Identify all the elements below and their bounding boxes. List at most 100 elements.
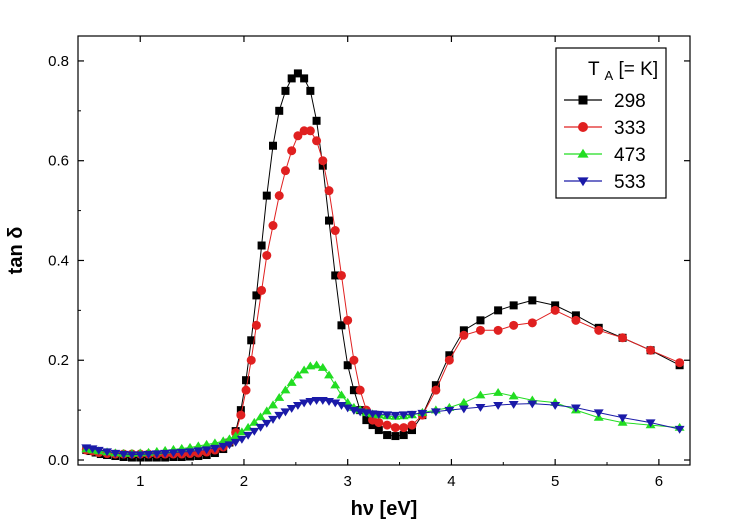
data-point-533	[280, 408, 291, 417]
data-point-533	[255, 423, 266, 432]
legend-label: 473	[614, 145, 646, 166]
y-tick-label: 0.0	[48, 452, 69, 469]
data-point-473	[292, 370, 303, 379]
data-point-533	[508, 400, 519, 409]
data-point-533	[430, 408, 441, 417]
data-point-298	[236, 406, 245, 415]
legend-title-sub: A	[605, 68, 614, 83]
legend-item-298: 298	[564, 91, 646, 112]
data-point-333	[324, 186, 334, 196]
plot-frame	[77, 35, 691, 466]
data-point-533	[209, 444, 220, 453]
data-point-333	[305, 126, 315, 136]
tick-layer: 1 2 3 4 5 6 0.0 0.2 0.4 0.6 0.8	[48, 36, 690, 490]
data-point-298	[293, 69, 302, 78]
data-point-333	[251, 320, 261, 330]
legend-item-473: 473	[564, 145, 646, 166]
data-point-333	[355, 385, 365, 395]
data-point-473	[317, 363, 328, 371]
data-point-298	[551, 301, 560, 310]
data-point-298	[252, 291, 261, 300]
data-point-333	[246, 355, 256, 365]
data-point-473	[209, 438, 220, 447]
data-point-533	[230, 438, 241, 447]
data-point-298	[287, 74, 296, 83]
data-point-473	[336, 390, 347, 399]
data-point-533	[274, 411, 285, 420]
data-point-533	[93, 446, 104, 455]
legend-marker	[577, 177, 589, 187]
data-point-533	[185, 448, 195, 457]
data-point-533	[249, 427, 260, 436]
data-point-298	[445, 351, 454, 360]
x-tick-label: 2	[240, 473, 248, 490]
data-point-533	[268, 415, 278, 424]
legend-marker	[578, 122, 588, 132]
data-point-333	[293, 131, 303, 141]
data-point-333	[527, 318, 537, 328]
data-point-298	[391, 432, 400, 441]
data-point-298	[476, 316, 485, 325]
data-point-333	[509, 320, 519, 330]
data-point-533	[342, 404, 353, 413]
x-tick-label: 3	[344, 473, 352, 490]
legend-title-rest: [= K]	[619, 59, 659, 80]
data-point-298	[331, 271, 340, 280]
data-point-333	[550, 305, 560, 315]
data-point-333	[280, 166, 290, 176]
legend-label: 298	[614, 91, 646, 112]
data-point-298	[431, 381, 440, 390]
data-point-333	[287, 146, 297, 156]
data-point-298	[300, 74, 309, 83]
data-point-333	[312, 136, 322, 146]
data-point-533	[261, 419, 272, 428]
data-point-533	[458, 405, 469, 414]
data-point-333	[444, 355, 454, 365]
data-point-533	[102, 448, 113, 457]
data-point-473	[330, 380, 341, 389]
data-point-473	[193, 441, 204, 450]
data-point-298	[571, 311, 580, 320]
data-point-333	[274, 191, 284, 201]
data-point-533	[292, 401, 303, 410]
legend-item-333: 333	[564, 118, 646, 139]
data-point-298	[399, 431, 408, 440]
data-point-298	[362, 416, 371, 425]
legend-label: 333	[614, 118, 646, 139]
data-point-298	[383, 431, 392, 440]
data-point-533	[218, 442, 229, 451]
data-point-333	[336, 270, 346, 280]
data-point-298	[343, 361, 352, 370]
data-point-473	[280, 385, 291, 394]
data-point-473	[286, 377, 297, 386]
legend-marker	[578, 95, 588, 105]
data-point-298	[275, 106, 284, 115]
data-point-533	[645, 419, 656, 428]
data-point-533	[570, 404, 581, 413]
data-point-533	[135, 451, 146, 460]
data-point-298	[257, 241, 266, 250]
data-point-473	[324, 370, 334, 379]
data-point-473	[268, 400, 278, 409]
legend-label: 533	[614, 172, 646, 193]
data-point-473	[311, 360, 322, 369]
data-point-333	[475, 325, 485, 335]
data-point-333	[675, 358, 685, 368]
data-point-533	[286, 404, 297, 413]
legend-title-main: T	[588, 59, 600, 80]
data-point-533	[493, 401, 504, 410]
data-point-533	[118, 450, 129, 459]
legend-items: 298 333 473 533	[564, 91, 646, 193]
data-point-298	[325, 216, 334, 225]
data-point-473	[299, 365, 310, 374]
data-point-333	[431, 385, 441, 395]
data-point-333	[330, 226, 340, 236]
data-point-473	[255, 412, 266, 421]
data-point-298	[494, 306, 503, 315]
data-point-533	[110, 449, 121, 458]
data-point-533	[674, 425, 685, 434]
data-point-333	[374, 418, 384, 428]
data-point-298	[459, 326, 468, 335]
series-layer	[81, 69, 685, 462]
